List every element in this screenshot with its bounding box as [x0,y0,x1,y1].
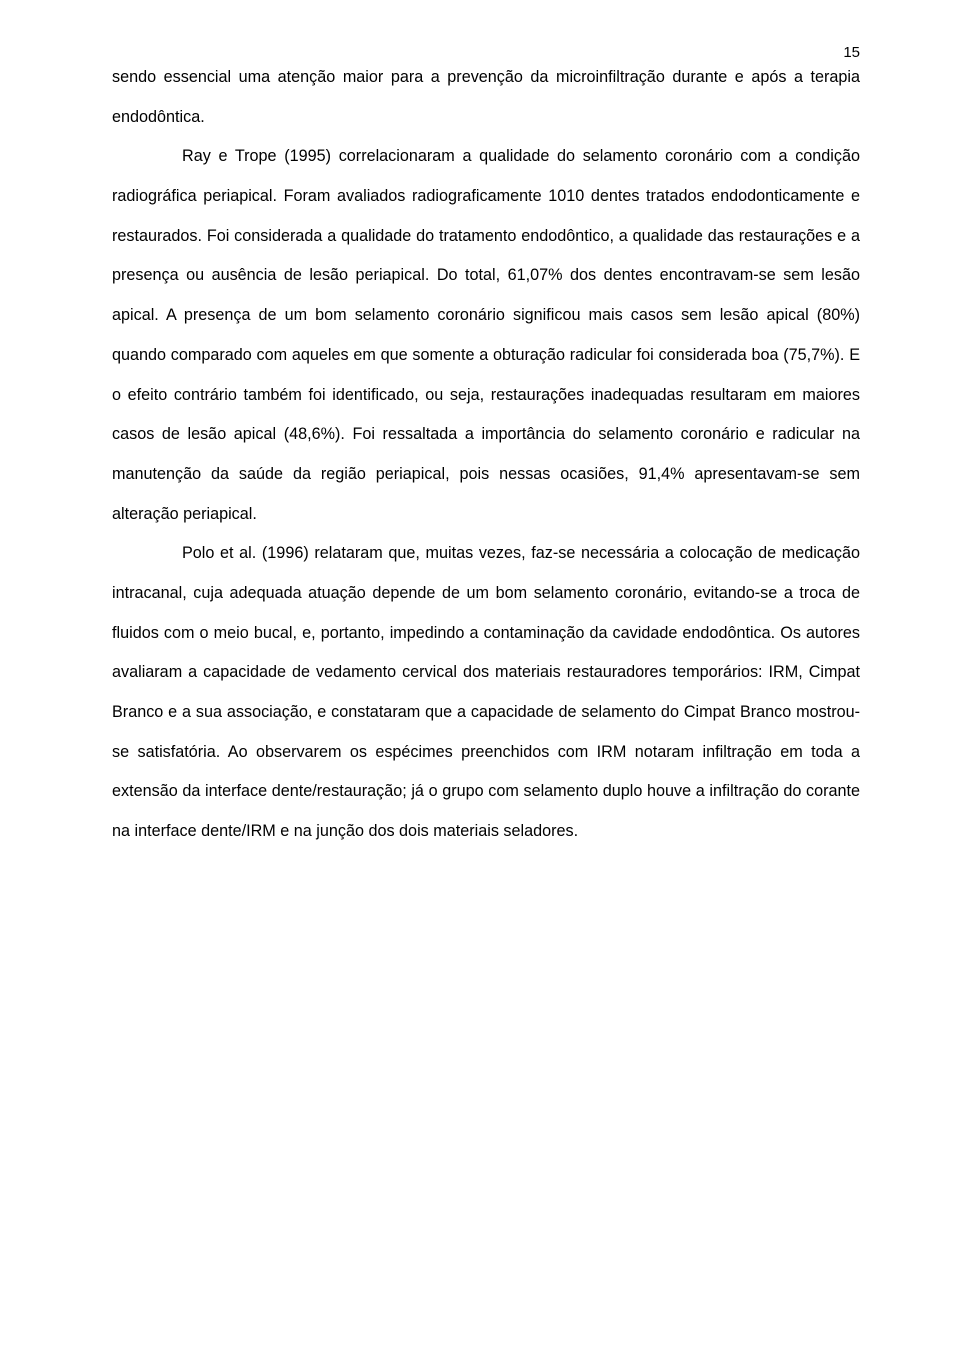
document-page: 15 sendo essencial uma atenção maior par… [0,0,960,1362]
page-number: 15 [843,44,860,61]
paragraph-2: Ray e Trope (1995) correlacionaram a qua… [112,137,860,534]
paragraph-1: sendo essencial uma atenção maior para a… [112,58,860,137]
paragraph-3: Polo et al. (1996) relataram que, muitas… [112,534,860,852]
